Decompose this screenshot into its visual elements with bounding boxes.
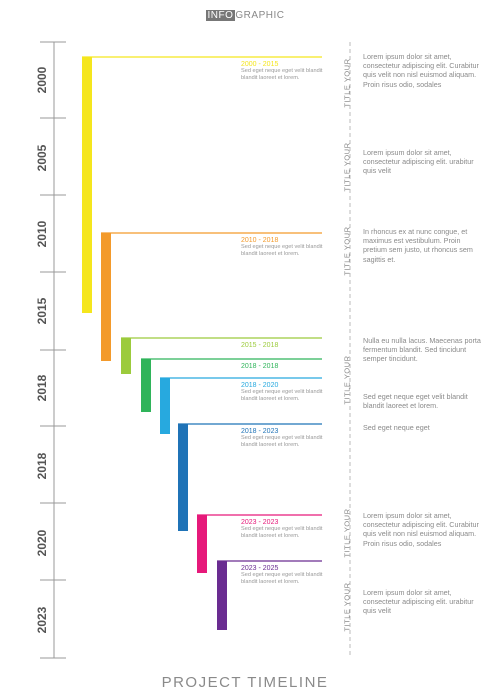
axis-year-label-0: 2000: [35, 66, 49, 93]
axis-year-label-2: 2010: [35, 220, 49, 247]
axis-year-label-3: 2015: [35, 297, 49, 324]
axis-year-label-5: 2018: [35, 452, 49, 479]
side-text-4: Nulla eu nulla lacus. Maecenas porta fer…: [363, 336, 481, 364]
footer-title: PROJECT TIMELINE: [161, 674, 329, 691]
bar-desc-4: Sed eget neque eget velit blandit blandi…: [241, 389, 322, 402]
timeline-bar-6: [197, 515, 207, 573]
header-highlight: INFO: [205, 10, 236, 21]
side-text-2: Lorem ipsum dolor sit amet, consectetur …: [363, 148, 474, 176]
bar-desc-1: Sed eget neque eget velit blandit blandi…: [241, 244, 322, 257]
timeline-bar-0: [82, 57, 92, 313]
timeline-bar-5: [178, 424, 188, 531]
axis-year-label-4: 2018: [35, 374, 49, 401]
axis-year-label-6: 2020: [35, 529, 49, 556]
bar-desc-0: Sed eget neque eget velit blandit blandi…: [241, 68, 322, 81]
bar-range-label-0: 2000 - 2015: [241, 61, 278, 68]
bar-range-label-1: 2010 - 2018: [241, 237, 278, 244]
timeline-bar-2: [121, 338, 131, 374]
bar-range-label-7: 2023 - 2025: [241, 565, 278, 572]
side-text-7: Lorem ipsum dolor sit amet, consectetur …: [363, 511, 479, 548]
side-title-2: TITLE YOUR: [342, 142, 352, 192]
bar-range-label-6: 2023 - 2023: [241, 519, 278, 526]
side-title-1: TITLE YOUR: [342, 58, 352, 108]
axis-year-label-7: 2023: [35, 606, 49, 633]
bar-desc-5: Sed eget neque eget velit blandit blandi…: [241, 435, 322, 448]
side-text-5: Sed eget neque eget velit blandit blandi…: [363, 392, 468, 411]
timeline-bar-3: [141, 359, 151, 412]
timeline-bar-4: [160, 378, 170, 434]
bar-desc-6: Sed eget neque eget velit blandit blandi…: [241, 526, 322, 539]
bar-range-label-5: 2018 - 2023: [241, 428, 278, 435]
side-text-1: Lorem ipsum dolor sit amet, consectetur …: [363, 52, 479, 89]
side-title-6: TITLE YOUR: [342, 582, 352, 632]
side-text-6: Sed eget neque eget: [363, 423, 430, 432]
timeline-bar-1: [101, 233, 111, 361]
timeline-bar-7: [217, 561, 227, 630]
axis-year-label-1: 2005: [35, 144, 49, 171]
side-title-3: TITLE YOUR: [342, 226, 352, 276]
side-title-4: TITLE YOUR: [342, 355, 352, 405]
side-title-5: TITLE YOUR: [342, 508, 352, 558]
bar-range-label-2: 2015 - 2018: [241, 342, 278, 349]
bar-desc-7: Sed eget neque eget velit blandit blandi…: [241, 572, 322, 585]
header-rest: GRAPHIC: [235, 10, 285, 21]
side-text-3: In rhoncus ex at nunc congue, et maximus…: [363, 227, 473, 264]
bar-range-label-3: 2018 - 2018: [241, 363, 278, 370]
header: INFO GRAPHIC: [0, 10, 490, 21]
side-text-8: Lorem ipsum dolor sit amet, consectetur …: [363, 588, 474, 616]
bar-range-label-4: 2018 - 2020: [241, 382, 278, 389]
